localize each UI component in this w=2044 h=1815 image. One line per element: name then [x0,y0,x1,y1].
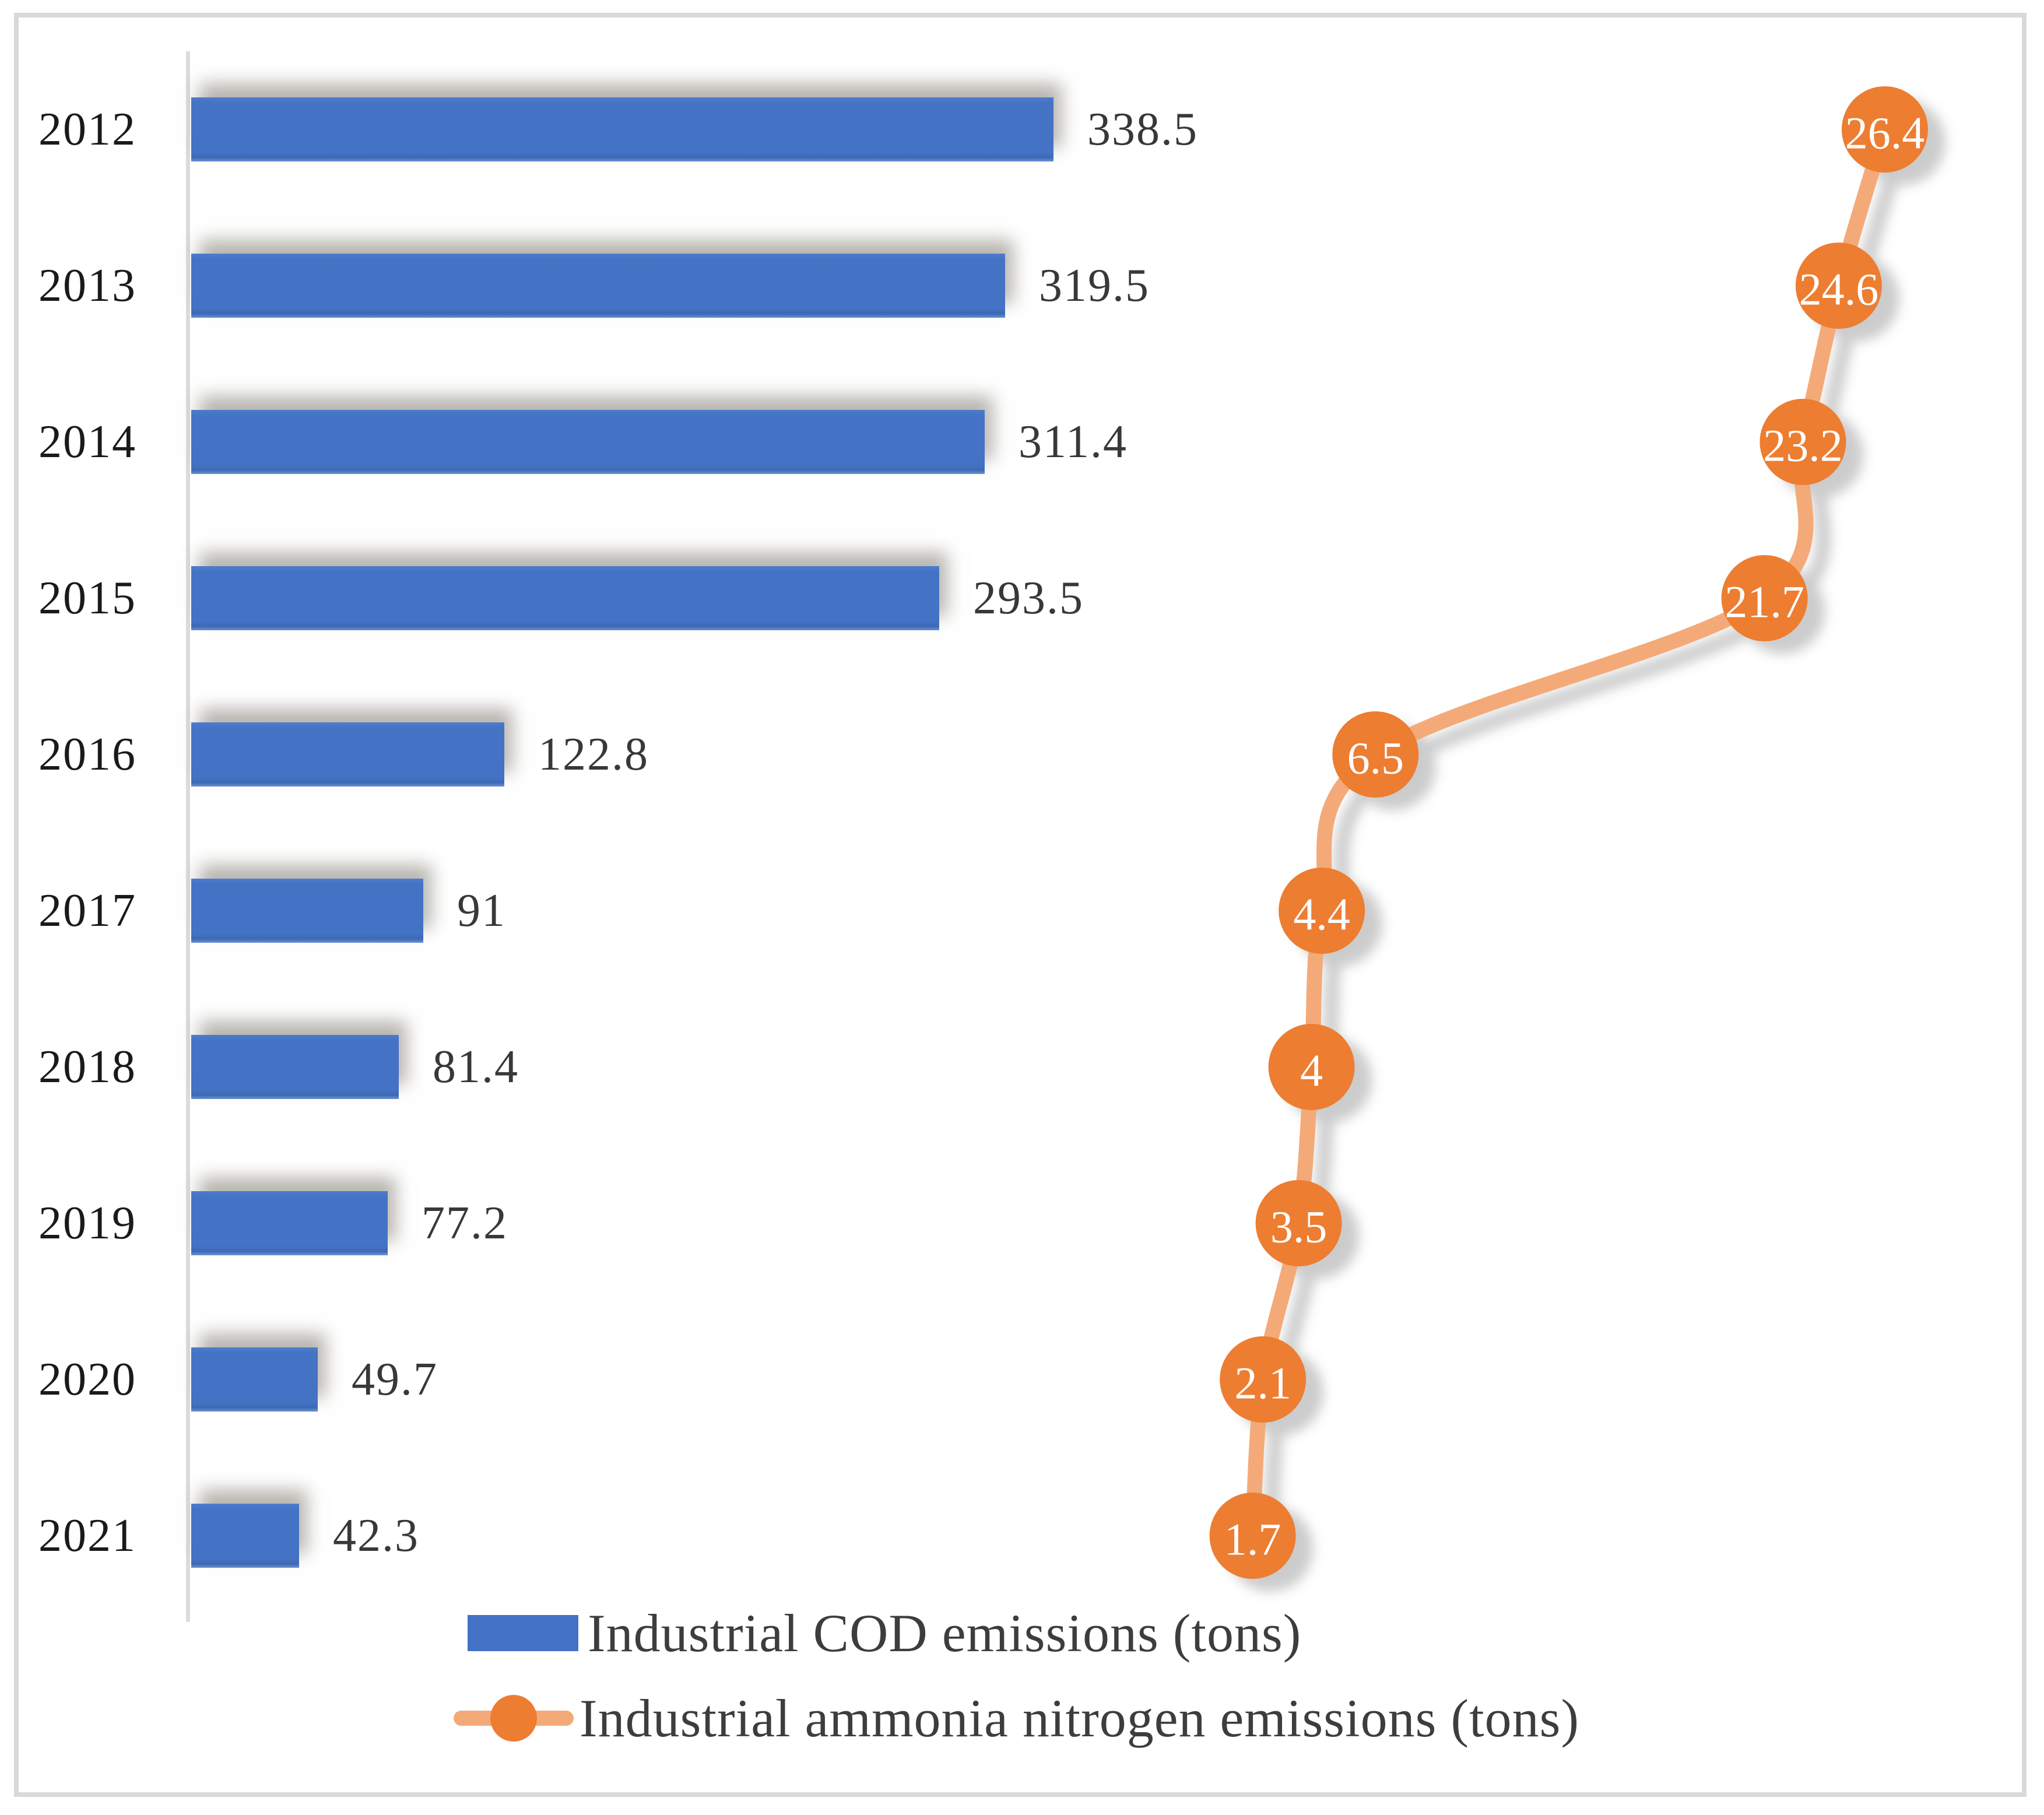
line-shadow-path [1262,135,1910,1556]
legend: Industrial COD emissions (tons) Industri… [454,1599,1579,1753]
ammonia-marker-2012 [1841,86,1928,173]
cod-bar-2012 [191,97,1053,162]
ammonia-marker-2014 [1759,399,1846,485]
ammonia-marker-2020 [1220,1336,1307,1423]
cod-bar-2015 [191,566,939,630]
cod-bar-2017 [191,879,423,943]
ammonia-value-label-2013: 24.6 [1799,264,1879,315]
ammonia-marker-2015 [1721,555,1808,641]
cod-bar-2013 [191,254,1005,318]
ammonia-value-label-2014: 23.2 [1763,420,1843,471]
cod-value-label-2015: 293.5 [973,572,1084,624]
cod-value-label-2018: 81.4 [433,1041,519,1093]
ammonia-marker-2017 [1279,868,1365,954]
cod-bar-2019 [191,1191,388,1255]
ammonia-marker-2021 [1209,1493,1296,1579]
ammonia-value-label-2018: 4 [1300,1045,1323,1096]
ammonia-marker-2013 [1795,243,1882,329]
cod-value-label-2016: 122.8 [538,728,649,780]
ammonia-value-label-2012: 26.4 [1845,108,1925,159]
legend-label-ammonia: Industrial ammonia nitrogen emissions (t… [580,1688,1580,1748]
ammonia-marker-2019 [1255,1180,1342,1266]
cod-value-label-2019: 77.2 [422,1197,508,1249]
line-main: 26.4 24.6 23.2 21.7 6.5 4.4 4 3.5 2.1 1.7 [1209,86,1928,1579]
ammonia-marker-2016 [1332,711,1419,798]
cod-value-label-2014: 311.4 [1019,416,1128,468]
cod-value-label-2017: 91 [457,884,506,936]
ammonia-value-label-2016: 6.5 [1347,733,1404,784]
cod-bar-2020 [191,1347,318,1412]
cod-value-label-2012: 338.5 [1087,103,1198,155]
year-label-2018: 2018 [38,1041,136,1093]
ammonia-marker-2018 [1268,1024,1355,1110]
legend-label-cod: Industrial COD emissions (tons) [588,1603,1302,1663]
cod-bar-2014 [191,410,985,474]
year-label-2019: 2019 [38,1197,136,1249]
year-label-2020: 2020 [38,1353,136,1405]
cod-bar-2021 [191,1504,299,1568]
ammonia-value-label-2019: 3.5 [1270,1202,1327,1252]
year-label-2016: 2016 [38,728,136,780]
cod-value-label-2013: 319.5 [1039,259,1150,311]
year-label-2012: 2012 [38,103,136,155]
year-label-2021: 2021 [38,1509,136,1561]
cod-value-label-2021: 42.3 [333,1509,419,1561]
category-axis-line [186,51,190,1622]
year-label-2014: 2014 [38,416,136,468]
ammonia-value-label-2015: 21.7 [1725,577,1804,627]
legend-item-ammonia: Industrial ammonia nitrogen emissions (t… [454,1684,1579,1753]
cod-value-label-2020: 49.7 [352,1353,438,1405]
ammonia-value-label-2017: 4.4 [1293,889,1350,940]
year-label-2013: 2013 [38,259,136,311]
cod-bar-swatch-icon [468,1615,578,1651]
cod-bar-2018 [191,1035,399,1099]
year-label-2017: 2017 [38,884,136,936]
ammonia-value-label-2020: 2.1 [1234,1358,1291,1409]
ammonia-line-marker-swatch-icon [454,1695,574,1742]
year-label-2015: 2015 [38,572,136,624]
cod-bar-2016 [191,722,504,787]
legend-item-cod: Industrial COD emissions (tons) [454,1599,1579,1667]
ammonia-value-label-2021: 1.7 [1224,1514,1281,1565]
